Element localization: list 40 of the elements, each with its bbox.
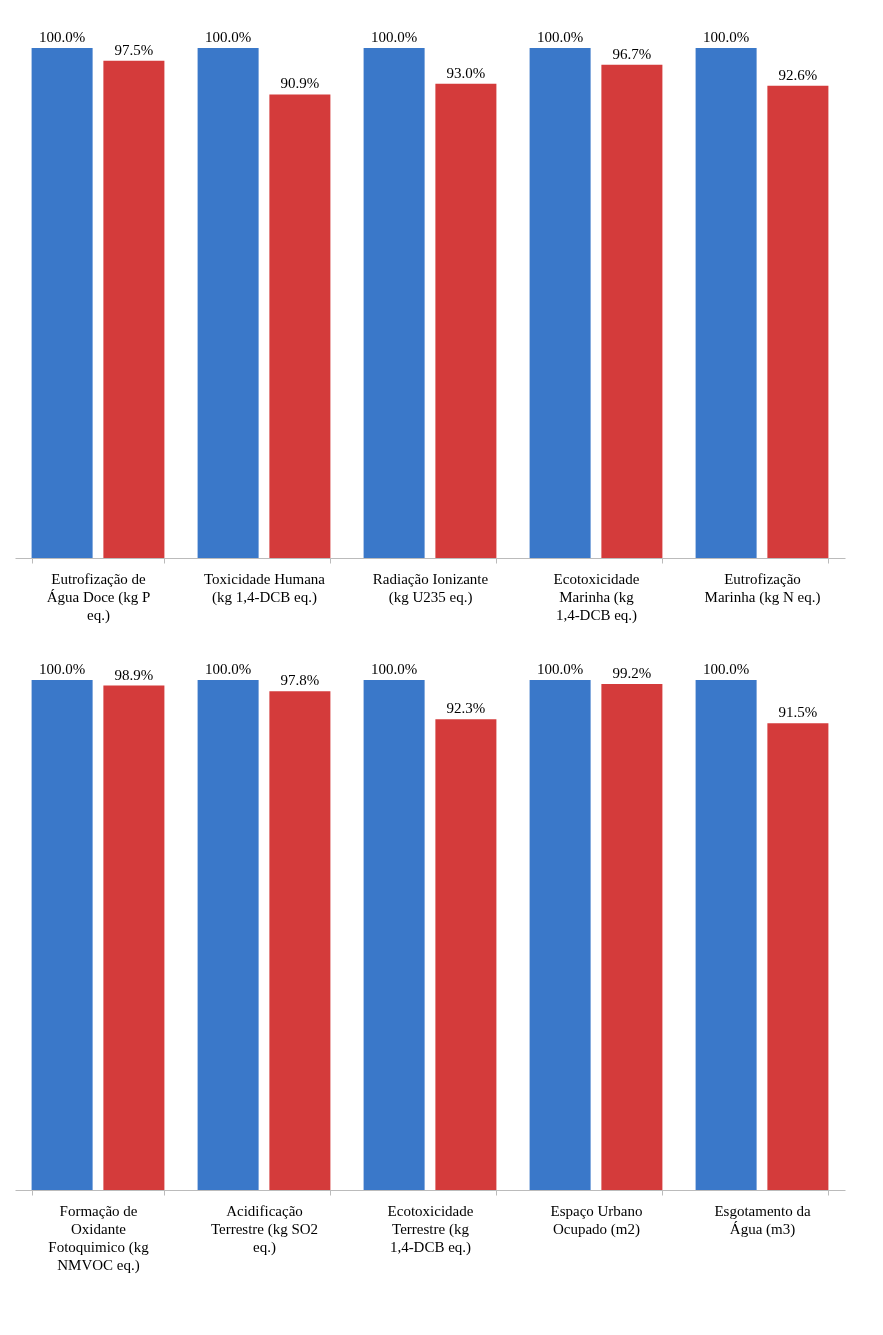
bar [529, 680, 591, 1190]
data-label: 100.0% [370, 29, 418, 45]
bar [601, 684, 663, 1190]
data-label: 97.8% [280, 672, 320, 689]
data-label: 92.6% [778, 66, 818, 83]
data-label: 91.5% [778, 704, 818, 721]
data-label: 100.0% [370, 661, 418, 677]
x-tick-label: Eutrofização de Água Doce (kg P eq.) [46, 570, 151, 624]
bar [197, 680, 259, 1190]
bar [767, 723, 829, 1190]
data-label: 100.0% [204, 661, 252, 677]
x-tick-label: Esgotamento da Água (m3) [714, 1202, 811, 1238]
data-label: 100.0% [204, 29, 252, 45]
data-label: 90.9% [280, 75, 320, 92]
data-label: 100.0% [536, 29, 584, 45]
bar [695, 680, 757, 1190]
bar [31, 680, 93, 1190]
bar [103, 685, 165, 1190]
x-tick-label: Ecotoxicidade Marinha (kg 1,4-DCB eq.) [553, 570, 640, 624]
x-tick-label: Formação de Oxidante Fotoquimico (kg NMVOC eq.) [48, 1202, 150, 1274]
data-label: 98.9% [114, 666, 154, 683]
data-label: 100.0% [702, 661, 750, 677]
data-label: 100.0% [38, 29, 86, 45]
x-tick-label: Eutrofização Marinha (kg N eq.) [704, 570, 821, 606]
data-label: 92.3% [446, 700, 486, 717]
bar [269, 691, 331, 1190]
data-label: 100.0% [38, 661, 86, 677]
bar [363, 680, 425, 1190]
data-label: 93.0% [446, 64, 486, 81]
data-label: 100.0% [536, 661, 584, 677]
data-label: 96.7% [612, 45, 652, 62]
data-label: 97.5% [114, 41, 154, 58]
data-label: 99.2% [612, 665, 652, 682]
x-tick-label: Espaço Urbano Ocupado (m2) [550, 1202, 643, 1238]
x-tick-label: Toxicidade Humana (kg 1,4-DCB eq.) [204, 570, 326, 606]
bar [435, 719, 497, 1190]
x-tick-label: Ecotoxicidade Terrestre (kg 1,4-DCB eq.) [387, 1202, 474, 1256]
x-tick-label: Radiação Ionizante (kg U235 eq.) [372, 570, 489, 606]
data-label: 100.0% [702, 29, 750, 45]
x-tick-label: Acidificação Terrestre (kg SO2 eq.) [210, 1202, 319, 1256]
